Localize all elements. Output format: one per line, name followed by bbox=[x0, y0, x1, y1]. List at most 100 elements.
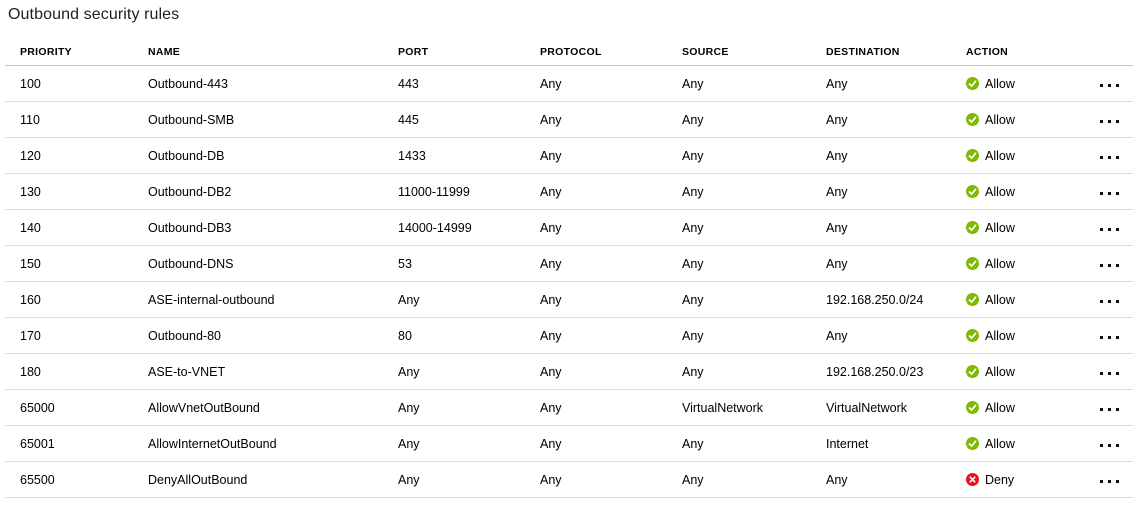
table-row[interactable]: 130 Outbound-DB2 11000-11999 Any Any Any… bbox=[5, 174, 1133, 210]
table-row[interactable]: 180 ASE-to-VNET Any Any Any 192.168.250.… bbox=[5, 354, 1133, 390]
allow-check-circle-icon bbox=[966, 329, 979, 342]
protocol-cell: Any bbox=[540, 400, 562, 415]
protocol-cell: Any bbox=[540, 436, 562, 451]
priority-cell: 170 bbox=[20, 328, 41, 343]
name-cell: AllowVnetOutBound bbox=[148, 400, 260, 415]
menu-cell bbox=[1090, 258, 1133, 270]
destination-cell: Any bbox=[826, 112, 848, 127]
priority-cell: 110 bbox=[20, 112, 40, 127]
port-cell: 1433 bbox=[398, 148, 426, 163]
protocol-cell: Any bbox=[540, 472, 562, 487]
source-cell: Any bbox=[682, 76, 704, 91]
table-row[interactable]: 110 Outbound-SMB 445 Any Any Any Allow bbox=[5, 102, 1133, 138]
destination-cell: Any bbox=[826, 184, 848, 199]
ellipsis-icon bbox=[1099, 191, 1119, 196]
menu-cell bbox=[1090, 474, 1133, 486]
row-menu-button[interactable] bbox=[1098, 330, 1122, 342]
action-cell: Allow bbox=[966, 293, 1090, 307]
table-row[interactable]: 160 ASE-internal-outbound Any Any Any 19… bbox=[5, 282, 1133, 318]
outbound-security-rules-table: Priority Name Port Protocol Source Desti… bbox=[5, 33, 1133, 498]
action-label: Allow bbox=[985, 76, 1015, 91]
protocol-cell: Any bbox=[540, 184, 562, 199]
table-row[interactable]: 65001 AllowInternetOutBound Any Any Any … bbox=[5, 426, 1133, 462]
row-menu-button[interactable] bbox=[1098, 258, 1122, 270]
protocol-cell: Any bbox=[540, 76, 562, 91]
action-cell: Allow bbox=[966, 401, 1090, 415]
table-row[interactable]: 120 Outbound-DB 1433 Any Any Any Allow bbox=[5, 138, 1133, 174]
priority-cell: 150 bbox=[20, 256, 41, 271]
table-row[interactable]: 140 Outbound-DB3 14000-14999 Any Any Any… bbox=[5, 210, 1133, 246]
destination-cell: Any bbox=[826, 328, 848, 343]
name-cell: ASE-internal-outbound bbox=[148, 292, 275, 307]
source-cell: Any bbox=[682, 292, 704, 307]
table-row[interactable]: 100 Outbound-443 443 Any Any Any Allow bbox=[5, 66, 1133, 102]
protocol-cell: Any bbox=[540, 148, 562, 163]
action-label: Allow bbox=[985, 112, 1015, 127]
ellipsis-icon bbox=[1099, 371, 1119, 376]
menu-cell bbox=[1090, 114, 1133, 126]
row-menu-button[interactable] bbox=[1098, 294, 1122, 306]
action-label: Allow bbox=[985, 400, 1015, 415]
name-cell: Outbound-DB2 bbox=[148, 184, 232, 199]
ellipsis-icon bbox=[1099, 155, 1119, 160]
row-menu-button[interactable] bbox=[1098, 366, 1122, 378]
allow-check-circle-icon bbox=[966, 437, 979, 450]
destination-cell: 192.168.250.0/24 bbox=[826, 292, 924, 307]
menu-cell bbox=[1090, 222, 1133, 234]
row-menu-button[interactable] bbox=[1098, 402, 1122, 414]
port-cell: Any bbox=[398, 472, 420, 487]
priority-cell: 160 bbox=[20, 292, 41, 307]
row-menu-button[interactable] bbox=[1098, 186, 1122, 198]
deny-x-circle-icon bbox=[966, 473, 979, 486]
row-menu-button[interactable] bbox=[1098, 438, 1122, 450]
row-menu-button[interactable] bbox=[1098, 474, 1122, 486]
source-cell: Any bbox=[682, 364, 704, 379]
action-cell: Allow bbox=[966, 365, 1090, 379]
action-cell: Allow bbox=[966, 77, 1090, 91]
protocol-cell: Any bbox=[540, 220, 562, 235]
action-cell: Allow bbox=[966, 221, 1090, 235]
source-cell: Any bbox=[682, 436, 704, 451]
port-cell: 14000-14999 bbox=[398, 220, 472, 235]
name-cell: Outbound-DNS bbox=[148, 256, 234, 271]
rules-table-body: 100 Outbound-443 443 Any Any Any Allow 1… bbox=[5, 66, 1133, 498]
row-menu-button[interactable] bbox=[1098, 114, 1122, 126]
action-cell: Allow bbox=[966, 185, 1090, 199]
name-cell: Outbound-443 bbox=[148, 76, 228, 91]
column-header-action: Action bbox=[966, 46, 1009, 58]
page-title: Outbound security rules bbox=[8, 6, 180, 23]
table-header-row: Priority Name Port Protocol Source Desti… bbox=[5, 33, 1133, 66]
menu-cell bbox=[1090, 186, 1133, 198]
destination-cell: Any bbox=[826, 148, 848, 163]
destination-cell: Any bbox=[826, 76, 848, 91]
table-row[interactable]: 150 Outbound-DNS 53 Any Any Any Allow bbox=[5, 246, 1133, 282]
priority-cell: 100 bbox=[20, 76, 41, 91]
protocol-cell: Any bbox=[540, 292, 562, 307]
table-row[interactable]: 65500 DenyAllOutBound Any Any Any Any De… bbox=[5, 462, 1133, 498]
protocol-cell: Any bbox=[540, 364, 562, 379]
protocol-cell: Any bbox=[540, 256, 562, 271]
column-header-protocol: Protocol bbox=[540, 46, 602, 58]
table-row[interactable]: 170 Outbound-80 80 Any Any Any Allow bbox=[5, 318, 1133, 354]
port-cell: Any bbox=[398, 292, 420, 307]
row-menu-button[interactable] bbox=[1098, 78, 1122, 90]
table-row[interactable]: 65000 AllowVnetOutBound Any Any VirtualN… bbox=[5, 390, 1133, 426]
source-cell: VirtualNetwork bbox=[682, 400, 764, 415]
column-header-menu bbox=[1090, 46, 1133, 52]
protocol-cell: Any bbox=[540, 328, 562, 343]
source-cell: Any bbox=[682, 148, 704, 163]
column-header-name: Name bbox=[148, 46, 181, 58]
action-cell: Allow bbox=[966, 329, 1090, 343]
destination-cell: Any bbox=[826, 220, 848, 235]
row-menu-button[interactable] bbox=[1098, 222, 1122, 234]
action-label: Allow bbox=[985, 292, 1015, 307]
row-menu-button[interactable] bbox=[1098, 150, 1122, 162]
name-cell: Outbound-DB bbox=[148, 148, 225, 163]
port-cell: Any bbox=[398, 364, 420, 379]
column-header-destination: Destination bbox=[826, 46, 900, 58]
action-label: Allow bbox=[985, 364, 1015, 379]
destination-cell: Any bbox=[826, 472, 848, 487]
priority-cell: 180 bbox=[20, 364, 41, 379]
name-cell: Outbound-80 bbox=[148, 328, 221, 343]
action-cell: Allow bbox=[966, 113, 1090, 127]
